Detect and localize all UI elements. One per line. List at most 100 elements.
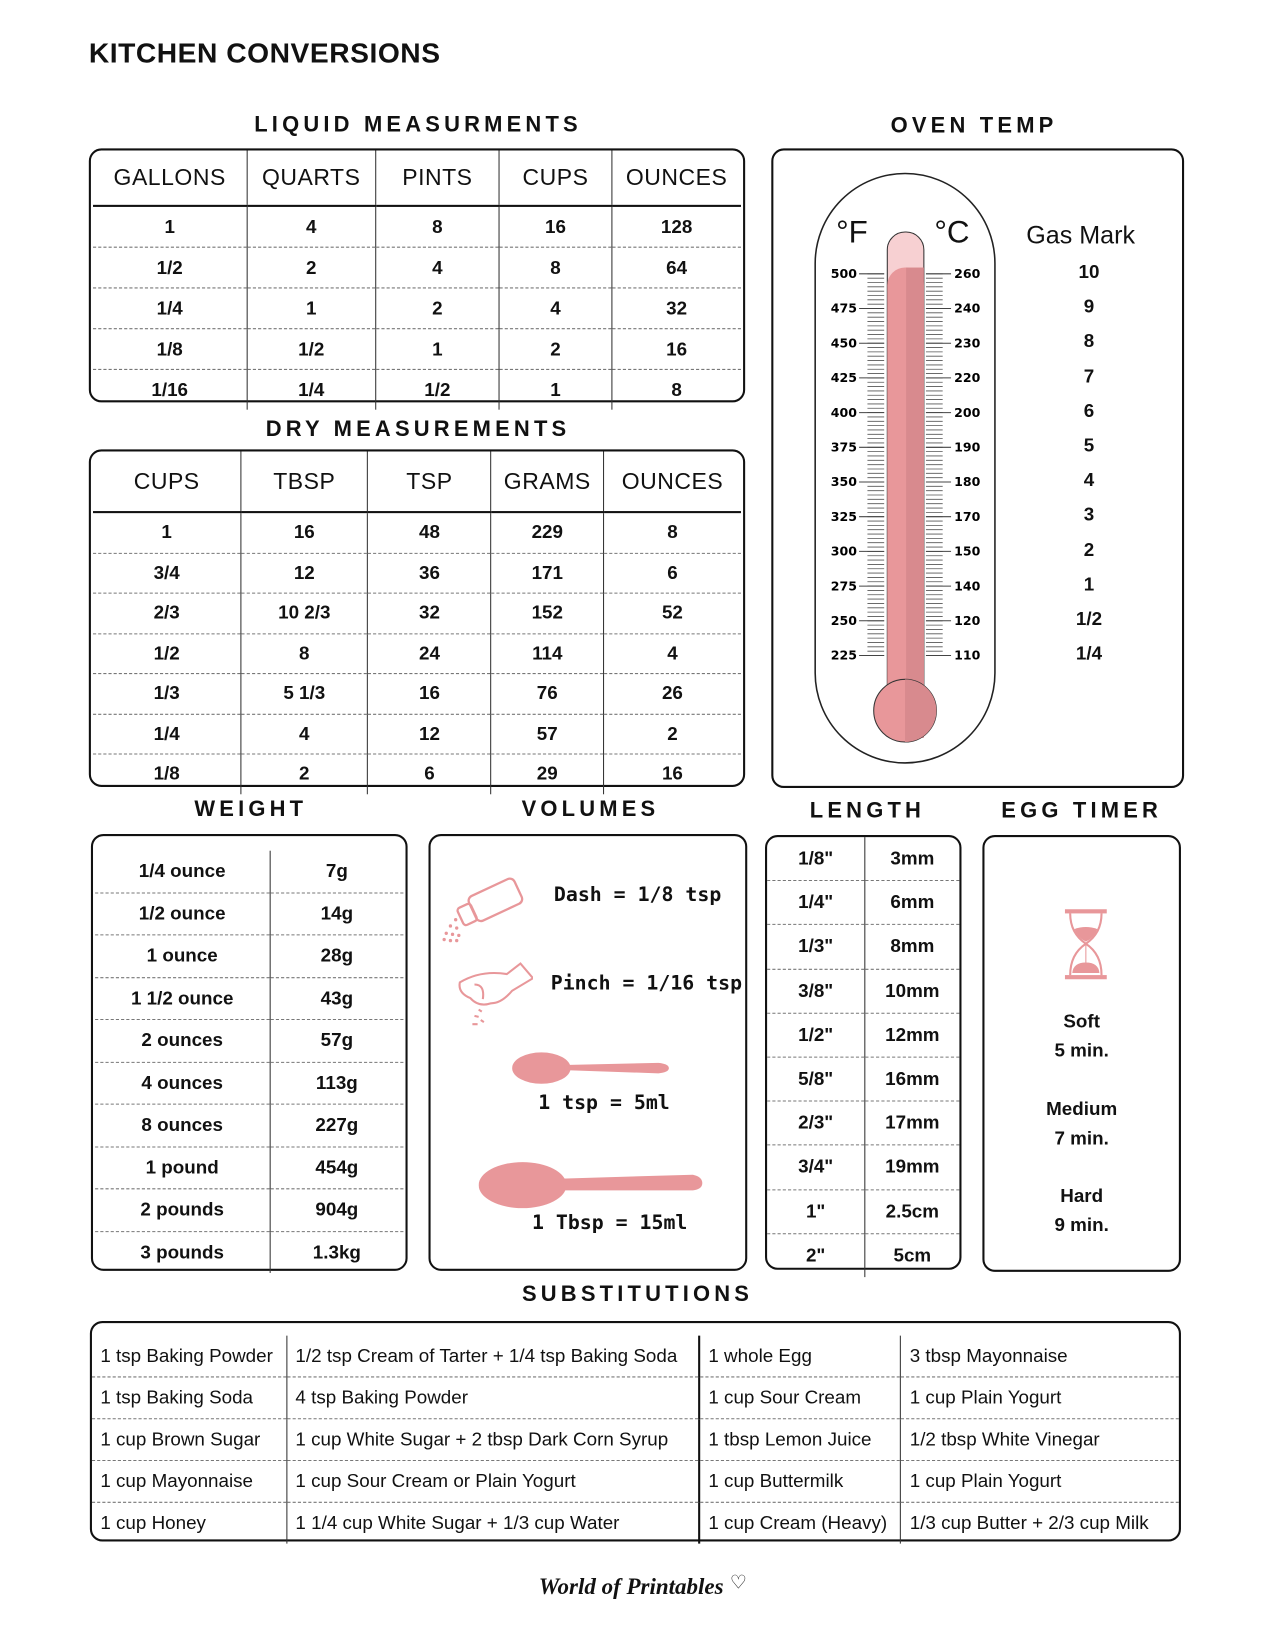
table-cell: 12 [367,713,492,755]
table-cell: 171 [490,552,604,594]
gas-mark-value: 5 [1083,434,1095,456]
table-cell: 1/4 [93,287,247,329]
egg-medium-label: Medium [1046,1098,1118,1120]
table-cell: 1/2 ounce [95,891,270,935]
table-cell: 1/8 [93,328,247,370]
fahrenheit-tick-label: 500 [830,265,856,280]
table-cell: 1 cup Plain Yogurt [900,1376,1179,1419]
thermometer-bulb-shade [904,678,936,742]
table-cell: 1/16 [93,368,247,410]
table-cell: 4 [240,713,368,755]
table-cell: 1 1/4 cup White Sugar + 1/3 cup Water [286,1501,699,1544]
gas-mark-label: Gas Mark [1026,221,1135,250]
celsius-tick-label: 190 [954,439,980,454]
table-cell: 16 [611,328,741,370]
table-cell: 1/2 tsp Cream of Tarter + 1/4 tsp Baking… [286,1335,699,1377]
table-cell: 1/8 [93,753,241,794]
table-cell: 2 [246,246,376,288]
gas-mark-value: 1/4 [1075,642,1103,664]
column-header: GRAMS [490,451,604,514]
egg-soft: Soft 5 min. [984,1006,1178,1065]
egg-hard-label: Hard [1060,1185,1104,1207]
length-heading: LENGTH [809,798,926,823]
celsius-tick-label: 110 [954,647,980,662]
gas-mark-value: 3 [1083,504,1095,526]
table-cell: 2.5cm [864,1188,960,1234]
table-cell: 128 [611,205,741,248]
table-cell: 5cm [864,1232,960,1277]
table-row: 1/8 1/2 1 2 16 [93,328,741,370]
table-cell: 1 cup Buttermilk [697,1460,901,1503]
table-row: 1/16 1/4 1/2 1 8 [93,368,741,410]
table-cell: 4 [602,632,741,674]
table-row: 4 ounces 113g [95,1061,404,1105]
table-cell: 2/3" [767,1100,865,1146]
table-row: 1 1/2 ounce 43g [95,976,404,1020]
table-cell: 16 [240,512,368,553]
celsius-tick-label: 240 [954,300,980,315]
fahrenheit-tick-label: 325 [830,508,856,523]
table-cell: 8mm [864,924,960,969]
table-cell: 2 [602,713,741,755]
column-header: OUNCES [611,150,741,207]
column-header: TBSP [240,451,368,514]
table-cell: 4 [246,205,376,248]
table-cell: 1 pound [95,1145,270,1189]
table-cell: 4 ounces [95,1061,270,1105]
dry-heading: DRY MEASUREMENTS [265,416,571,442]
table-row: 1/4 1 2 4 32 [93,287,741,329]
table-cell: 1/3" [767,924,865,969]
volumes-heading: VOLUMES [521,797,660,822]
fahrenheit-tick-label: 475 [830,300,856,315]
column-header: GALLONS [93,150,247,207]
table-cell: 2 [375,287,500,329]
table-cell: 1/3 cup Butter + 2/3 cup Milk [900,1501,1179,1544]
table-cell: 4 [375,246,500,288]
table-cell: 1/4" [767,880,865,925]
table-cell: 2 [498,328,612,370]
weight-heading: WEIGHT [194,797,308,822]
table-cell: 8 [375,205,500,248]
celsius-tick-label: 220 [954,370,980,385]
table-row: 1/3" 8mm [767,924,960,969]
table-cell: 1 1/2 ounce [95,976,270,1020]
table-cell: 3 pounds [95,1230,270,1273]
table-cell: 7g [269,850,404,893]
table-cell: 1 cup Honey [91,1501,287,1544]
table-row: 1/2 8 24 114 4 [93,632,741,674]
celsius-tick-label: 140 [954,578,980,593]
teaspoon-icon [512,1052,669,1084]
table-cell: 3/4" [767,1144,865,1190]
table-cell: 1 [164,215,175,237]
table-cell: 1/2 [246,328,376,370]
table-row: 2/3" 17mm [767,1100,960,1146]
fahrenheit-tick-label: 275 [830,578,856,593]
table-row: 3/8" 10mm [767,968,960,1013]
celsius-tick-label: 230 [954,335,980,350]
table-cell: 1" [767,1188,865,1234]
heart-icon: ♡ [729,1571,747,1593]
table-cell: 454g [269,1145,404,1189]
gas-mark-value: 4 [1083,469,1095,491]
table-cell: 1 [375,328,500,370]
table-row: 1 tsp Baking Soda 4 tsp Baking Powder 1 cu… [91,1376,1179,1419]
table-cell: 1 tsp Baking Powder [100,1345,273,1366]
volumes-box: Dash = 1/8 tsp Pinch = 1/16 tsp 1 tsp = … [428,833,748,1271]
table-cell: 3 tbsp Mayonnaise [900,1335,1179,1377]
egg-soft-label: Soft [1063,1010,1100,1032]
salt-shaker-icon [442,877,524,943]
table-cell: 16mm [864,1056,960,1102]
gas-mark-value: 1/2 [1075,608,1103,630]
table-cell: 1 cup Brown Sugar [91,1418,287,1461]
table-cell: 24 [367,632,492,674]
thermometer-mercury-shade [905,267,924,738]
table-cell: 1 cup Sour Cream or Plain Yogurt [286,1460,699,1503]
substitutions-table-box: 1 tsp Baking Powder 1/2 tsp Cream of Tart… [89,1321,1181,1544]
table-row: 1/3 5 1/3 16 76 26 [93,673,741,714]
gas-mark-value: 2 [1083,538,1095,560]
table-cell: 14g [269,891,404,935]
thermometer: 500 260 475 240 450 230 425 220 400 200 375 190 350 1… [813,172,996,764]
table-cell: 1 [161,521,172,543]
table-row: 1" 2.5cm [767,1188,960,1234]
